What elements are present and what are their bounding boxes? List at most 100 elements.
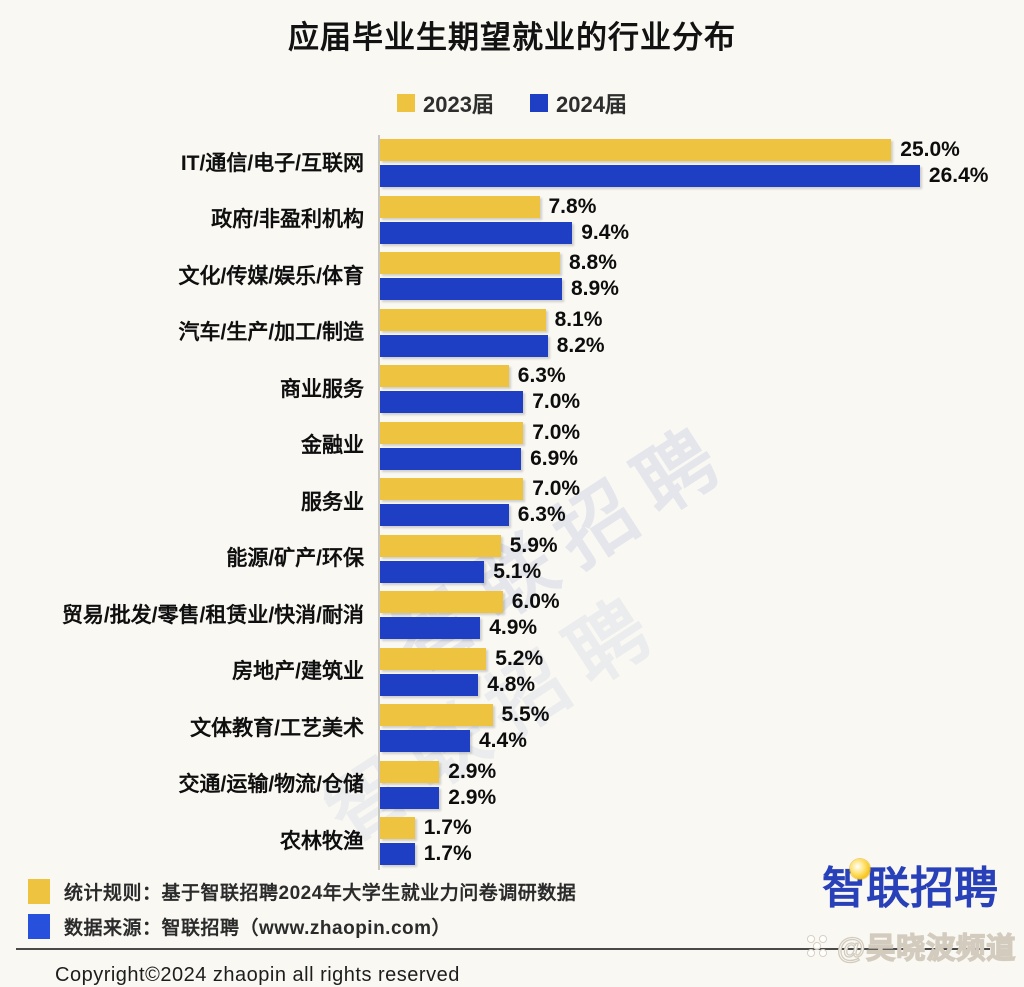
channel-watermark: @吴晓波频道 <box>806 925 1016 967</box>
bar-line: 4.9% <box>380 616 1024 640</box>
bar-2023届 <box>380 591 503 614</box>
value-label: 1.7% <box>423 842 472 866</box>
value-label: 8.8% <box>569 251 617 275</box>
category-label: IT/通信/电子/互联网 <box>180 151 364 175</box>
value-label: 5.9% <box>509 533 558 557</box>
bar-group: 7.0% 6.9% <box>378 417 1024 474</box>
value-label: 6.9% <box>530 446 578 470</box>
bar-2024届 <box>380 504 509 527</box>
value-label: 7.0% <box>532 477 581 501</box>
bar-line: 1.7% <box>380 842 1024 866</box>
bar-2024届 <box>380 221 573 244</box>
chart-row: 房地产/建筑业 5.2% 4.8% <box>0 643 1024 700</box>
value-label: 1.7% <box>423 816 472 840</box>
bar-group: 1.7% 1.7% <box>378 813 1024 870</box>
bar-line: 6.3% <box>380 364 1024 388</box>
chart-row: 汽车/生产/加工/制造 8.1% 8.2% <box>0 304 1024 361</box>
bar-line: 6.3% <box>380 503 1024 527</box>
value-label: 6.3% <box>517 503 566 527</box>
bar-2024届 <box>380 730 470 753</box>
bar-line: 6.0% <box>380 590 1024 614</box>
value-label: 7.8% <box>548 194 597 218</box>
bar-2023届 <box>380 534 501 557</box>
value-label: 5.2% <box>495 646 544 670</box>
value-label: 7.0% <box>532 390 581 414</box>
note-text: 数据来源：智联招聘（www.zhaopin.com） <box>64 917 452 939</box>
value-label: 4.9% <box>489 616 538 640</box>
bar-2023届 <box>380 139 892 162</box>
zhaopin-logo: 智联招聘 <box>822 852 998 916</box>
bar-line: 5.1% <box>380 559 1024 583</box>
category-label: 交通/运输/物流/仓储 <box>178 773 364 797</box>
bar-2023届 <box>380 252 560 275</box>
value-label: 2.9% <box>448 759 497 783</box>
value-label: 8.1% <box>554 307 603 331</box>
chart-rows: IT/通信/电子/互联网 25.0% 26.4% 政府/非盈利机构 7.8% 9.4% 文化… <box>0 135 1024 870</box>
bar-line: 8.2% <box>380 333 1024 357</box>
chart-row: 商业服务 6.3% 7.0% <box>0 361 1024 418</box>
bar-line: 8.9% <box>380 277 1024 301</box>
bar-2024届 <box>380 786 440 809</box>
category-label: 文体教育/工艺美术 <box>190 716 364 740</box>
bar-2024届 <box>380 391 524 414</box>
bar-line: 26.4% <box>380 164 1024 188</box>
bar-2024届 <box>380 843 415 866</box>
bar-2023届 <box>380 195 540 218</box>
note-statistic-rule: 统计规则：基于智联招聘2024年大学生就业力问卷调研数据 <box>28 878 1024 905</box>
bar-2023届 <box>380 760 440 783</box>
bar-2023届 <box>380 478 524 501</box>
bar-group: 7.8% 9.4% <box>378 191 1024 248</box>
note-swatch-blue <box>28 913 50 939</box>
category-label: 汽车/生产/加工/制造 <box>178 321 364 345</box>
bar-group: 2.9% 2.9% <box>378 756 1024 813</box>
bar-chart: 智联招聘 智联招聘 IT/通信/电子/互联网 25.0% 26.4% 政府/非盈利机构… <box>0 135 1024 870</box>
bar-2024届 <box>380 165 920 188</box>
bar-line: 5.9% <box>380 533 1024 557</box>
bar-2024届 <box>380 334 548 357</box>
category-label: 贸易/批发/零售/租赁业/快消/耐消 <box>61 603 364 627</box>
chart-row: 服务业 7.0% 6.3% <box>0 474 1024 531</box>
category-label: 金融业 <box>301 434 364 458</box>
bar-2024届 <box>380 673 479 696</box>
value-label: 4.4% <box>479 729 527 753</box>
bar-line: 4.8% <box>380 672 1024 696</box>
bar-2023届 <box>380 647 487 670</box>
bar-2024届 <box>380 278 562 301</box>
chart-row: 金融业 7.0% 6.9% <box>0 417 1024 474</box>
value-label: 4.8% <box>487 672 536 696</box>
bar-2023届 <box>380 365 509 388</box>
value-label: 8.2% <box>556 333 605 357</box>
value-label: 6.0% <box>511 590 560 614</box>
bar-line: 2.9% <box>380 785 1024 809</box>
source-notes: 统计规则：基于智联招聘2024年大学生就业力问卷调研数据 数据来源：智联招聘（w… <box>28 878 1024 940</box>
bar-group: 6.0% 4.9% <box>378 587 1024 644</box>
legend-item-2023: 2023届 <box>397 87 494 119</box>
note-swatch-yellow <box>28 878 50 904</box>
value-label: 8.9% <box>571 277 619 301</box>
bar-line: 4.4% <box>380 729 1024 753</box>
bar-line: 9.4% <box>380 221 1024 244</box>
bar-2023届 <box>380 308 546 331</box>
bar-line: 2.9% <box>380 759 1024 783</box>
legend-swatch-2023 <box>397 94 416 112</box>
bar-line: 7.8% <box>380 194 1024 218</box>
copyright-text: Copyright©2024 zhaopin all rights reserv… <box>55 963 460 986</box>
value-label: 26.4% <box>928 164 989 188</box>
bar-group: 6.3% 7.0% <box>378 361 1024 418</box>
chart-row: 交通/运输/物流/仓储 2.9% 2.9% <box>0 756 1024 813</box>
bar-line: 8.8% <box>380 251 1024 275</box>
bar-line: 5.2% <box>380 646 1024 670</box>
zhaopin-logo-sun-icon <box>850 859 870 879</box>
bar-line: 7.0% <box>380 477 1024 501</box>
note-text: 统计规则：基于智联招聘2024年大学生就业力问卷调研数据 <box>64 882 577 904</box>
legend-swatch-2024 <box>530 94 548 112</box>
category-label: 服务业 <box>301 490 364 514</box>
bar-group: 7.0% 6.3% <box>378 474 1024 531</box>
bar-2023届 <box>380 421 524 444</box>
category-label: 农林牧渔 <box>280 829 364 853</box>
bar-line: 6.9% <box>380 446 1024 470</box>
note-data-source: 数据来源：智联招聘（www.zhaopin.com） <box>28 913 1024 940</box>
value-label: 5.1% <box>493 559 542 583</box>
value-label: 2.9% <box>448 785 497 809</box>
chart-row: 政府/非盈利机构 7.8% 9.4% <box>0 191 1024 248</box>
